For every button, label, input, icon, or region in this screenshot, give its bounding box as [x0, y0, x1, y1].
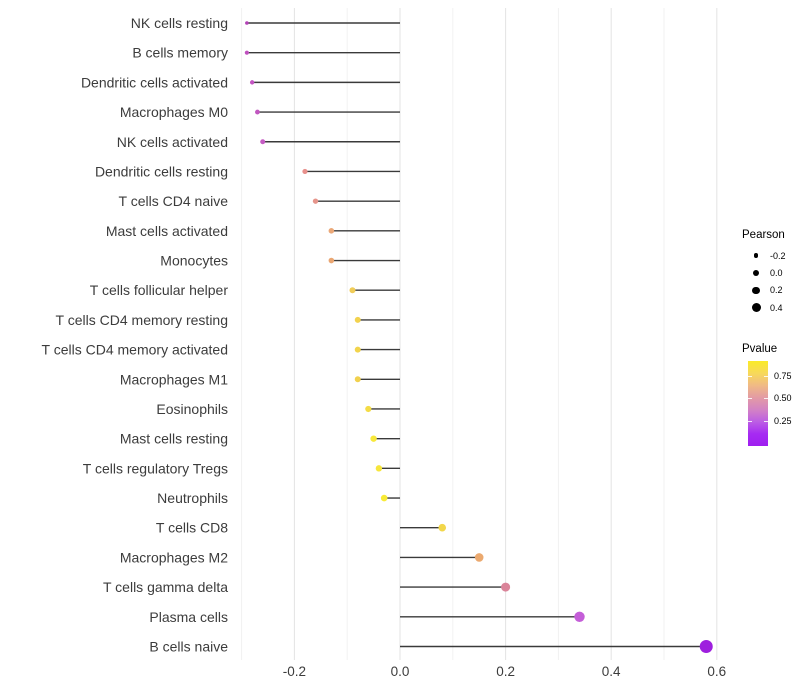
x-axis-tick-label: 0.6 — [707, 664, 726, 679]
legend-panel: Pearson -0.2 0.0 0.2 0.4 Pvalue 0.75 0.50 0.2… — [742, 229, 800, 446]
colorbar-tick — [764, 398, 768, 400]
legend-size-item: 0.4 — [742, 299, 800, 316]
data-point — [699, 639, 713, 653]
data-point — [354, 316, 361, 323]
data-point — [244, 50, 249, 55]
y-axis-label: T cells CD4 memory resting — [56, 312, 228, 328]
data-point — [474, 553, 484, 562]
data-point — [349, 287, 356, 294]
legend-size-dot — [753, 270, 759, 277]
data-point — [302, 168, 308, 175]
y-axis-label: Dendritic cells activated — [81, 74, 228, 90]
x-axis-tick-label: 0.4 — [602, 664, 621, 679]
y-axis-label: B cells memory — [132, 45, 228, 61]
legend-size-dot — [751, 303, 761, 313]
legend-size-label: 0.2 — [770, 285, 783, 296]
legend-pvalue-title: Pvalue — [742, 342, 778, 355]
data-point — [328, 257, 335, 264]
legend-pearson-items: -0.2 0.0 0.2 0.4 — [742, 247, 800, 317]
y-axis-label: Mast cells activated — [106, 223, 228, 239]
data-point — [354, 376, 361, 383]
data-point — [354, 346, 361, 353]
data-point — [245, 21, 249, 25]
legend-size-item: -0.2 — [742, 247, 800, 264]
legend-pearson: Pearson -0.2 0.0 0.2 0.4 — [742, 229, 800, 317]
y-axis-label: Monocytes — [160, 253, 228, 269]
data-point — [501, 582, 511, 592]
y-axis-label: Dendritic cells resting — [95, 163, 228, 179]
colorbar-tick — [764, 375, 768, 377]
pvalue-colorbar — [748, 360, 768, 446]
x-axis-tick-label: 0.2 — [496, 664, 515, 679]
legend-size-label: 0.0 — [770, 268, 783, 279]
data-point — [365, 405, 372, 413]
legend-size-item: 0.2 — [742, 282, 800, 299]
y-axis-label: Plasma cells — [149, 609, 228, 625]
legend-size-dot — [752, 286, 760, 295]
y-axis-label: T cells regulatory Tregs — [83, 460, 228, 476]
data-point — [574, 611, 585, 622]
y-axis-label: Macrophages M0 — [120, 104, 228, 120]
x-axis-tick-label: 0.0 — [391, 664, 410, 679]
y-axis-label: Neutrophils — [157, 490, 228, 506]
y-axis-label: Eosinophils — [156, 401, 228, 417]
colorbar-label: 0.75 — [774, 370, 792, 381]
y-axis-label: Macrophages M1 — [120, 371, 228, 387]
y-axis-label: NK cells resting — [131, 15, 228, 31]
y-axis-label: NK cells activated — [117, 134, 228, 150]
colorbar-tick — [748, 375, 752, 377]
data-point — [312, 198, 319, 204]
y-axis-label: T cells CD8 — [156, 520, 228, 536]
data-point — [260, 139, 266, 145]
legend-pearson-title: Pearson — [742, 229, 785, 241]
data-point — [370, 435, 377, 442]
x-axis-tick-label: -0.2 — [283, 664, 306, 679]
y-axis-label: T cells gamma delta — [103, 579, 228, 595]
y-axis-label: B cells naive — [149, 638, 228, 654]
y-axis-label: T cells CD4 naive — [119, 193, 229, 209]
legend-size-dot — [753, 253, 759, 258]
data-point — [438, 523, 447, 532]
colorbar-label: 0.25 — [774, 416, 792, 427]
colorbar-tick — [748, 398, 752, 400]
legend-size-item: 0.0 — [742, 264, 800, 281]
y-axis-label: T cells CD4 memory activated — [42, 342, 228, 358]
y-axis-label: T cells follicular helper — [90, 282, 229, 298]
y-axis-label: Macrophages M2 — [120, 549, 228, 565]
legend-pvalue: Pvalue 0.75 0.50 0.25 — [742, 342, 800, 446]
data-point — [375, 465, 383, 472]
data-point — [328, 228, 335, 234]
data-point — [255, 109, 260, 115]
legend-size-label: 0.4 — [770, 302, 783, 313]
colorbar-tick — [748, 421, 752, 423]
data-point — [380, 494, 388, 502]
legend-size-label: -0.2 — [770, 250, 786, 261]
colorbar-label: 0.50 — [774, 393, 792, 404]
colorbar-tick — [764, 421, 768, 423]
y-axis-label: Mast cells resting — [120, 431, 228, 447]
data-point — [249, 80, 255, 85]
